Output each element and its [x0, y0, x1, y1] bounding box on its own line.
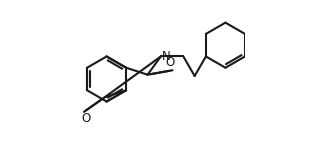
Text: N: N — [162, 50, 171, 63]
Text: O: O — [82, 112, 91, 125]
Text: O: O — [165, 56, 174, 69]
